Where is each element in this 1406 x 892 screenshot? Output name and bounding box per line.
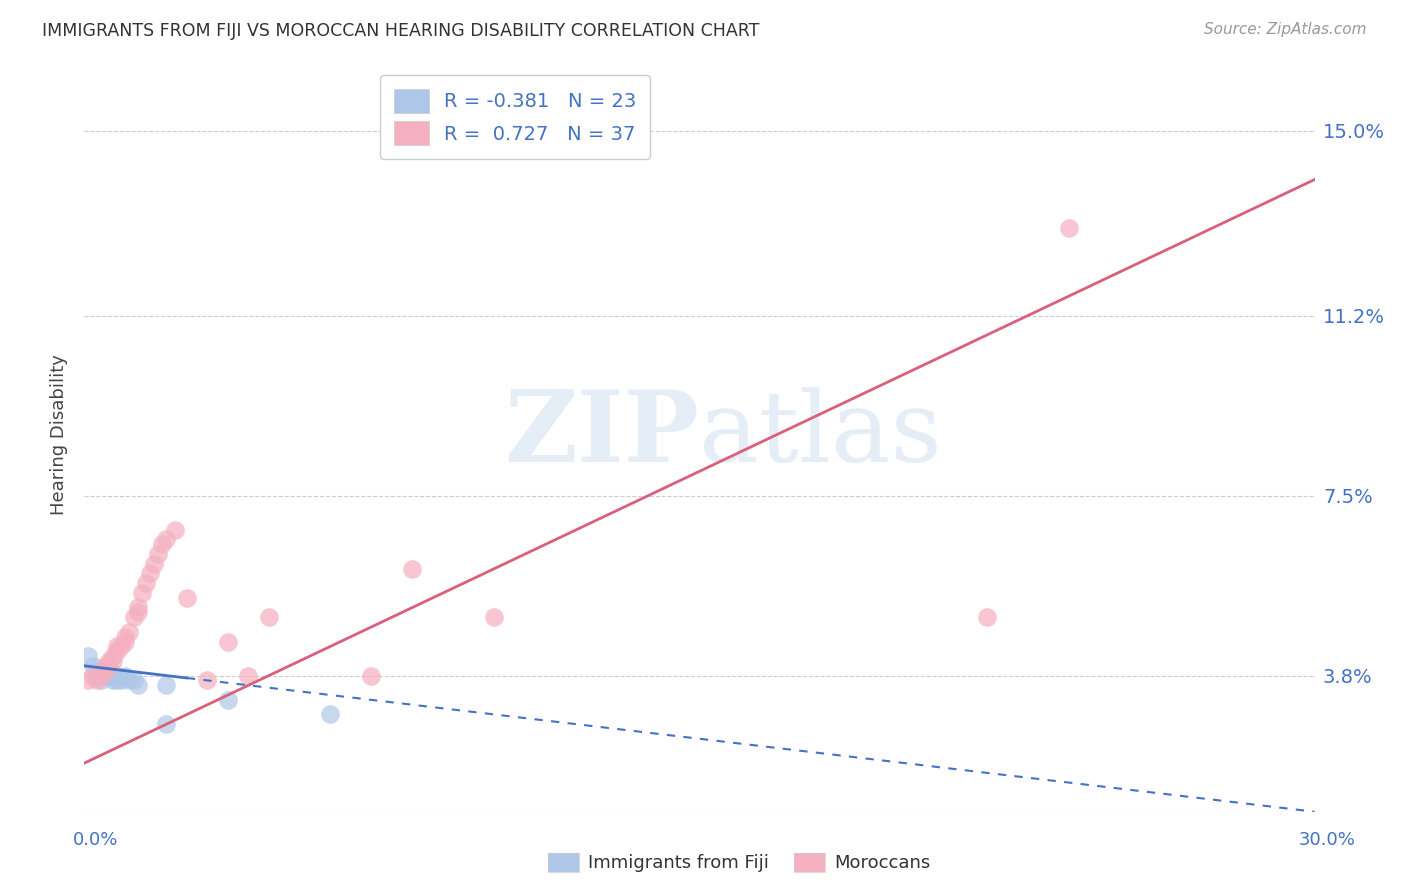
Point xyxy=(94,664,117,678)
Point xyxy=(148,547,170,561)
Point xyxy=(114,668,136,682)
Point xyxy=(484,610,506,624)
Point xyxy=(217,634,239,648)
Point xyxy=(77,649,100,664)
Text: 30.0%: 30.0% xyxy=(1299,831,1355,849)
Text: 0.0%: 0.0% xyxy=(73,831,118,849)
Legend: R = -0.381   N = 23, R =  0.727   N = 37: R = -0.381 N = 23, R = 0.727 N = 37 xyxy=(380,75,650,159)
Point xyxy=(319,707,342,722)
Point xyxy=(105,673,128,688)
Point xyxy=(176,591,198,605)
Text: Moroccans: Moroccans xyxy=(834,855,929,872)
Point xyxy=(86,664,108,678)
Point xyxy=(98,664,120,678)
Point xyxy=(110,673,132,688)
Point xyxy=(143,557,166,571)
Point xyxy=(197,673,219,688)
Point xyxy=(127,605,149,619)
Point xyxy=(90,673,112,688)
Y-axis label: Hearing Disability: Hearing Disability xyxy=(49,354,67,516)
Point xyxy=(139,566,162,581)
Point xyxy=(94,668,117,682)
Point xyxy=(257,610,280,624)
Point xyxy=(86,668,108,682)
Text: ZIP: ZIP xyxy=(505,386,700,483)
Point xyxy=(122,673,145,688)
Point xyxy=(238,668,260,682)
Text: Source: ZipAtlas.com: Source: ZipAtlas.com xyxy=(1204,22,1367,37)
Point xyxy=(122,610,145,624)
Point xyxy=(98,668,120,682)
Point xyxy=(90,668,112,682)
Point xyxy=(131,586,153,600)
Point xyxy=(976,610,998,624)
Point xyxy=(163,523,186,537)
Point xyxy=(155,533,177,547)
Point xyxy=(98,654,120,668)
Point xyxy=(94,658,117,673)
Point xyxy=(150,537,173,551)
Point xyxy=(118,624,141,639)
Point xyxy=(105,668,128,682)
Point xyxy=(101,673,124,688)
Point xyxy=(98,658,120,673)
Point xyxy=(86,673,108,688)
Point xyxy=(135,576,157,591)
Point xyxy=(118,673,141,688)
Point xyxy=(105,644,128,658)
Point xyxy=(401,561,423,575)
Point xyxy=(101,668,124,682)
Point xyxy=(94,664,117,678)
Point xyxy=(77,673,100,688)
Point xyxy=(105,640,128,654)
Point xyxy=(114,634,136,648)
Point xyxy=(82,668,104,682)
Text: Immigrants from Fiji: Immigrants from Fiji xyxy=(588,855,769,872)
Point xyxy=(127,678,149,692)
Point xyxy=(1057,221,1080,235)
Point xyxy=(127,600,149,615)
Point xyxy=(155,678,177,692)
Point xyxy=(101,649,124,664)
Point xyxy=(101,654,124,668)
Text: atlas: atlas xyxy=(700,387,942,483)
Point xyxy=(114,630,136,644)
Point xyxy=(110,640,132,654)
Point xyxy=(217,693,239,707)
Text: IMMIGRANTS FROM FIJI VS MOROCCAN HEARING DISABILITY CORRELATION CHART: IMMIGRANTS FROM FIJI VS MOROCCAN HEARING… xyxy=(42,22,759,40)
Point xyxy=(90,668,112,682)
Point xyxy=(82,658,104,673)
Point xyxy=(155,717,177,731)
Point xyxy=(360,668,382,682)
